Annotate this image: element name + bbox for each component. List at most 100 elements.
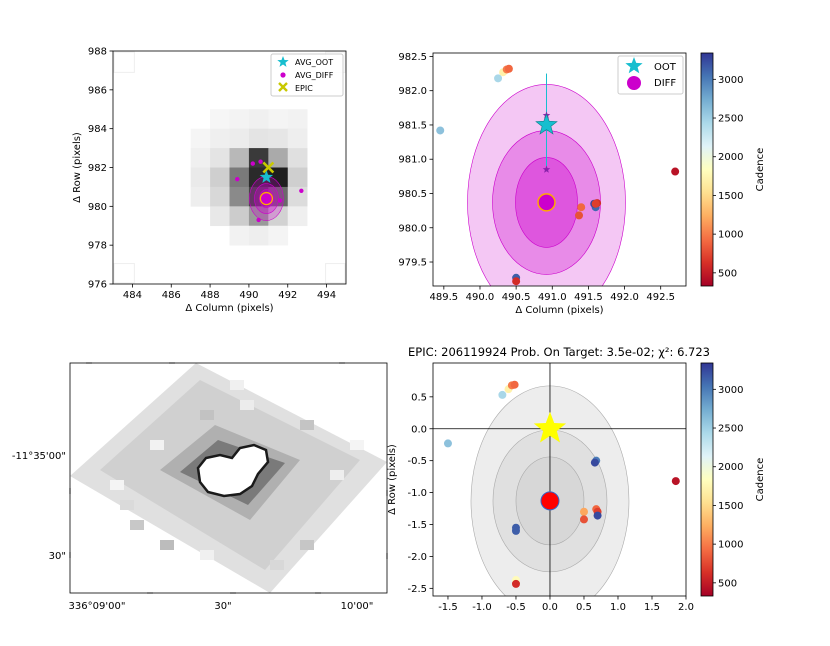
diff-cadence-star <box>542 165 551 173</box>
cadence-point <box>494 74 503 83</box>
x-tick-label: 488 <box>201 290 220 301</box>
sky-patch <box>200 410 214 420</box>
colorbar-tick-label: 3000 <box>718 75 743 86</box>
colorbar-tick-label: 2500 <box>718 424 743 435</box>
panel-top-left: 484 486 488 490 492 494 976 978 980 982 984 986 988 Δ… <box>72 47 347 314</box>
y-tick-label: 979.5 <box>398 258 427 269</box>
target-star <box>533 411 567 443</box>
colorbar-label: Cadence <box>755 148 766 192</box>
sky-patch <box>110 480 124 490</box>
cadence-point <box>577 203 586 212</box>
oot-marker <box>535 113 558 135</box>
sky-patch <box>300 540 314 550</box>
legend-dot-icon <box>280 72 286 78</box>
panel-bottom-left: -11°35'00" 30" 336°09'00" 30" 10'00" <box>12 362 388 612</box>
colorbar-tick-label: 2000 <box>718 152 743 163</box>
sky-patch <box>130 520 144 530</box>
y-tick-label: 981.0 <box>398 155 427 166</box>
sky-patch <box>350 440 364 450</box>
cadence-point <box>512 277 521 286</box>
sky-patch <box>150 440 164 450</box>
diff-point <box>277 198 283 203</box>
cadence-point <box>593 511 602 520</box>
image-pixel <box>268 109 289 129</box>
cadence-point <box>591 199 600 208</box>
corner-pixel <box>113 51 135 73</box>
cadence-point <box>504 64 513 73</box>
ra-tick-label: 336°09'00" <box>69 601 126 612</box>
colorbar-bottom <box>700 362 714 597</box>
y-tick-label: -0.5 <box>407 456 427 467</box>
x-axis-label: Δ Column (pixels) <box>185 303 273 314</box>
y-tick-label: 981.5 <box>398 120 427 131</box>
cadence-point <box>590 458 599 467</box>
diff-marker <box>540 491 560 511</box>
image-pixel <box>268 225 289 246</box>
ra-tick-label: 10'00" <box>341 601 374 612</box>
x-tick-label: -1.5 <box>438 602 458 613</box>
image-pixel <box>248 109 269 129</box>
sky-patch <box>240 400 254 410</box>
top-right-frame <box>432 52 687 287</box>
cadence-point <box>511 526 520 535</box>
colorbar-tick-label: 2500 <box>718 114 743 125</box>
sky-image <box>70 363 387 593</box>
cadence-point <box>671 477 680 486</box>
x-tick-label: 492.5 <box>646 292 675 303</box>
x-tick-label: -1.0 <box>472 602 492 613</box>
image-pixel <box>210 186 230 207</box>
y-tick-label: -2.0 <box>407 552 427 563</box>
cadence-point <box>575 211 584 220</box>
y-tick-label: 982.0 <box>398 86 427 97</box>
x-tick-label: 1.5 <box>644 602 660 613</box>
image-pixel <box>229 128 250 149</box>
corner-pixel <box>325 263 346 284</box>
x-tick-label: 490 <box>239 290 258 301</box>
legend: OOT DIFF <box>617 55 684 95</box>
x-tick-label: 490.0 <box>466 292 495 303</box>
y-tick-label: 982.5 <box>398 52 427 63</box>
image-pixel <box>287 186 308 207</box>
sky-patch <box>120 500 134 510</box>
diff-point <box>299 188 304 193</box>
legend-box <box>270 53 344 97</box>
image-pixel <box>210 148 230 168</box>
y-tick-label: 980.0 <box>398 223 427 234</box>
x-tick-label: 0.5 <box>576 602 592 613</box>
y-tick-label: -1.0 <box>407 488 427 499</box>
x-tick-label: 492.0 <box>610 292 639 303</box>
y-axis-label: Δ Row (pixels) <box>387 444 398 515</box>
diff-point <box>250 161 255 166</box>
chart-title: EPIC: 206119924 Prob. On Target: 3.5e-02… <box>408 345 710 359</box>
cadence-point <box>443 439 452 448</box>
sky-patch <box>300 420 314 430</box>
legend-label: AVG_DIFF <box>295 71 334 80</box>
image-pixel <box>190 148 211 168</box>
colorbar-top <box>700 52 714 287</box>
diff-point <box>235 176 240 182</box>
legend: AVG_OOT AVG_DIFF EPIC <box>270 53 344 97</box>
legend-label: AVG_OOT <box>295 58 333 67</box>
legend-label: DIFF <box>654 78 676 89</box>
image-pixel <box>229 206 250 227</box>
y-tick-label: -2.5 <box>407 584 427 595</box>
x-tick-label: 489.5 <box>430 292 459 303</box>
image-pixel <box>287 128 308 149</box>
y-tick-label: 988 <box>88 47 107 58</box>
image-pixel <box>210 206 230 227</box>
plot-area <box>436 64 680 286</box>
pixel-image <box>113 51 346 284</box>
colorbar-tick-label: 500 <box>718 268 737 279</box>
sky-patch <box>330 470 344 480</box>
legend-label: OOT <box>654 62 677 73</box>
diff-point <box>258 159 263 164</box>
y-tick-label: 980 <box>88 202 107 213</box>
sky-patch <box>270 560 284 570</box>
x-tick-label: 491.0 <box>538 292 567 303</box>
bottom-left-frame <box>69 362 388 594</box>
panel-top-right: 489.5 490.0 490.5 491.0 491.5 492.0 492.5 979.5… <box>398 52 766 316</box>
sky-patch <box>160 540 174 550</box>
image-pixel <box>229 186 250 207</box>
y-tick-label: 0.0 <box>411 424 427 435</box>
